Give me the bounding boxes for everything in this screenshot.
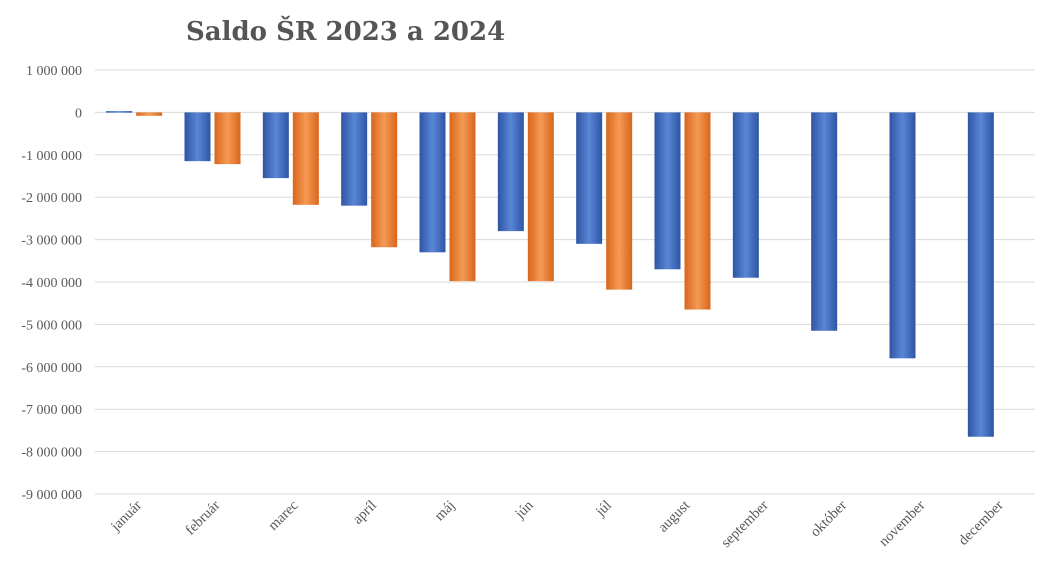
- bar-series-2-3: [292, 112, 319, 205]
- bar-series-1-10: [811, 112, 838, 331]
- x-tick-label: máj: [432, 498, 459, 525]
- y-tick-label: -9 000 000: [21, 488, 82, 503]
- x-tick-label: november: [876, 497, 928, 549]
- bars: [106, 111, 994, 437]
- x-tick-label: august: [655, 498, 693, 536]
- bar-series-2-4: [371, 112, 398, 248]
- y-tick-label: -1 000 000: [21, 149, 82, 164]
- y-tick-label: -6 000 000: [21, 361, 82, 376]
- y-tick-label: 0: [75, 106, 82, 121]
- x-axis: január február marec apríl máj jún júl august se…: [107, 497, 1006, 551]
- x-tick-label: december: [955, 497, 1006, 548]
- x-tick-label: október: [807, 497, 850, 540]
- bar-series-2-5: [449, 112, 476, 282]
- bar-series-1-6: [497, 112, 524, 232]
- chart-title: Saldo ŠR 2023 a 2024: [186, 15, 505, 47]
- y-tick-label: -2 000 000: [21, 191, 82, 206]
- bar-series-1-11: [889, 112, 916, 359]
- x-tick-label: september: [718, 497, 772, 551]
- gridlines: [95, 69, 1035, 495]
- bar-series-1-4: [341, 112, 368, 206]
- bar-series-1-3: [262, 112, 289, 179]
- bar-series-2-8: [684, 112, 711, 310]
- x-tick-label: júl: [592, 498, 615, 521]
- bar-series-2-6: [527, 112, 554, 282]
- bar-series-1-1: [106, 111, 133, 113]
- x-tick-label: jún: [512, 497, 538, 523]
- y-tick-label: 1 000 000: [26, 64, 82, 79]
- bar-series-1-7: [576, 112, 603, 244]
- x-tick-label: apríl: [350, 498, 380, 528]
- y-tick-label: -7 000 000: [21, 403, 82, 418]
- x-tick-label: február: [182, 497, 223, 538]
- bar-series-2-1: [136, 112, 163, 116]
- y-tick-label: -3 000 000: [21, 234, 82, 249]
- y-tick-label: -8 000 000: [21, 446, 82, 461]
- bar-series-1-5: [419, 112, 446, 253]
- x-tick-label: marec: [265, 498, 301, 534]
- bar-series-1-9: [732, 112, 759, 278]
- bar-series-1-12: [967, 112, 994, 437]
- y-tick-label: -4 000 000: [21, 276, 82, 291]
- x-tick-label: január: [107, 497, 145, 535]
- y-axis: 1 000 000 0 -1 000 000 -2 000 000 -3 000 000…: [21, 64, 82, 503]
- bar-series-1-2: [184, 112, 211, 162]
- y-tick-label: -5 000 000: [21, 318, 82, 333]
- bar-series-1-8: [654, 112, 681, 270]
- bar-series-2-2: [214, 112, 241, 165]
- bar-series-2-7: [606, 112, 633, 290]
